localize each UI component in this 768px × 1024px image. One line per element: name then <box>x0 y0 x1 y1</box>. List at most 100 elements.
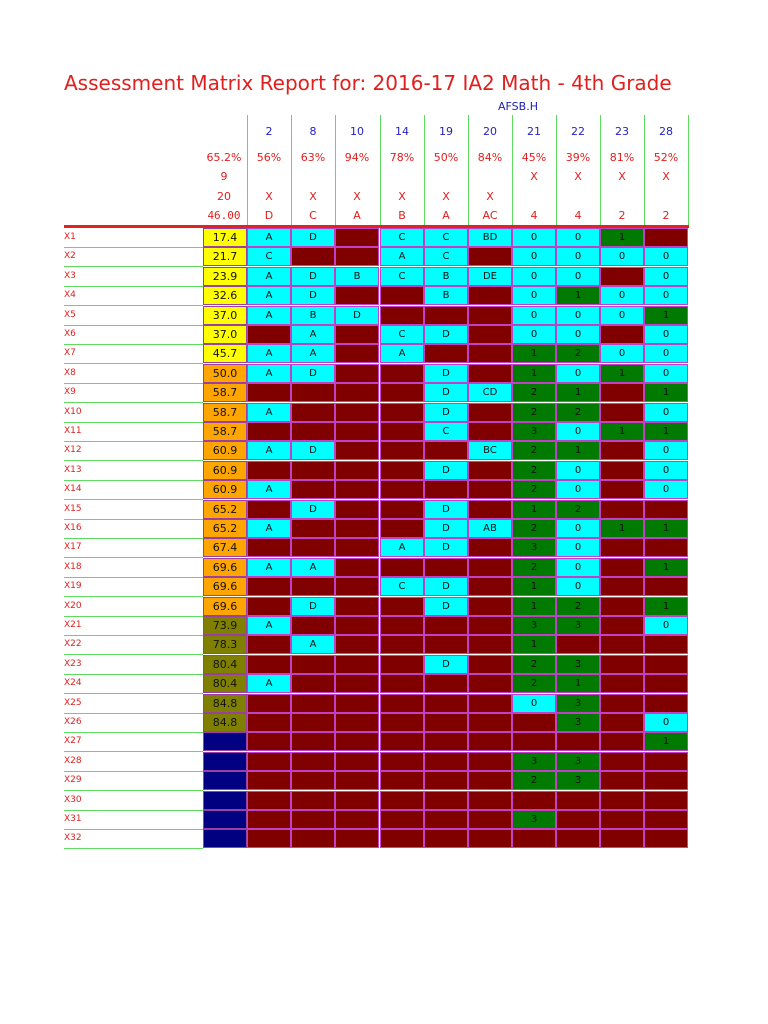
question-answer-key: A <box>353 209 361 222</box>
question-answer-key: D <box>264 209 274 222</box>
student-score: 69.6 <box>203 577 247 596</box>
response-cell: A <box>291 635 335 654</box>
response-cell <box>335 500 379 519</box>
student-label: X18 <box>64 562 82 572</box>
response-cell <box>247 791 291 810</box>
row-separator <box>64 635 203 636</box>
response-cell: D <box>424 577 468 596</box>
row-separator <box>64 790 203 791</box>
response-cell: 0 <box>556 538 600 557</box>
response-cell <box>468 577 512 596</box>
response-cell <box>556 635 600 654</box>
response-cell <box>291 829 335 848</box>
question-percent: 81% <box>609 151 635 164</box>
response-cell <box>380 441 424 460</box>
student-score: 37.0 <box>203 306 247 325</box>
response-cell <box>424 810 468 829</box>
student-label: X19 <box>64 581 82 591</box>
response-cell <box>247 383 291 402</box>
question-type: X <box>486 190 494 203</box>
response-cell: 0 <box>556 247 600 266</box>
response-cell <box>644 829 688 848</box>
response-cell <box>380 519 424 538</box>
response-cell <box>380 752 424 771</box>
response-cell <box>380 364 424 383</box>
response-cell <box>644 538 688 557</box>
response-cell: 1 <box>644 732 688 751</box>
response-cell <box>600 829 644 848</box>
student-label: X5 <box>64 310 76 320</box>
response-cell <box>291 461 335 480</box>
response-cell: C <box>380 577 424 596</box>
row-separator <box>64 829 203 830</box>
response-cell: D <box>424 461 468 480</box>
response-cell <box>335 732 379 751</box>
student-score: 60.9 <box>203 480 247 499</box>
response-cell <box>335 674 379 693</box>
response-cell <box>600 441 644 460</box>
row-separator <box>64 344 203 345</box>
response-cell: C <box>380 325 424 344</box>
response-cell <box>512 829 556 848</box>
response-cell <box>380 616 424 635</box>
response-cell <box>600 694 644 713</box>
student-label: X28 <box>64 756 82 766</box>
response-cell <box>468 286 512 305</box>
response-cell <box>335 616 379 635</box>
response-cell <box>644 810 688 829</box>
response-cell: A <box>247 480 291 499</box>
student-label: X8 <box>64 368 76 378</box>
row-separator <box>64 422 203 423</box>
row-separator <box>64 363 203 364</box>
response-cell: 3 <box>556 694 600 713</box>
response-cell: B <box>335 267 379 286</box>
response-cell: D <box>424 519 468 538</box>
row-separator <box>64 654 203 655</box>
response-cell <box>380 461 424 480</box>
response-cell: 0 <box>556 519 600 538</box>
response-cell <box>335 655 379 674</box>
header-divider <box>64 225 689 228</box>
response-cell: 3 <box>512 616 556 635</box>
question-number: 2 <box>265 125 273 138</box>
response-cell <box>644 500 688 519</box>
row-separator <box>64 848 203 849</box>
question-percent: 78% <box>389 151 415 164</box>
student-label: X7 <box>64 348 76 358</box>
response-cell <box>468 810 512 829</box>
response-cell: C <box>424 247 468 266</box>
header-column-line <box>424 115 425 228</box>
header-column-line <box>512 115 513 228</box>
response-cell: 0 <box>644 344 688 363</box>
response-cell <box>380 286 424 305</box>
response-cell <box>335 364 379 383</box>
response-cell: A <box>380 344 424 363</box>
response-cell: 3 <box>556 616 600 635</box>
response-cell: D <box>291 267 335 286</box>
response-cell <box>468 538 512 557</box>
response-cell <box>424 441 468 460</box>
response-cell: 0 <box>556 461 600 480</box>
response-cell: 0 <box>556 228 600 247</box>
response-cell: C <box>247 247 291 266</box>
question-flag: X <box>530 170 538 183</box>
student-score <box>203 791 247 810</box>
student-label: X11 <box>64 426 82 436</box>
row-separator <box>64 325 203 326</box>
response-cell <box>512 791 556 810</box>
response-cell: 2 <box>512 771 556 790</box>
response-cell <box>644 674 688 693</box>
response-cell <box>644 655 688 674</box>
response-cell: 0 <box>644 267 688 286</box>
header-column-line <box>468 115 469 228</box>
response-cell <box>291 674 335 693</box>
response-cell <box>644 694 688 713</box>
response-cell <box>600 461 644 480</box>
row-separator <box>64 751 203 752</box>
response-cell <box>291 655 335 674</box>
response-cell: 3 <box>556 713 600 732</box>
response-cell <box>335 791 379 810</box>
student-label: X9 <box>64 387 76 397</box>
response-cell <box>600 635 644 654</box>
row-separator <box>64 247 203 248</box>
